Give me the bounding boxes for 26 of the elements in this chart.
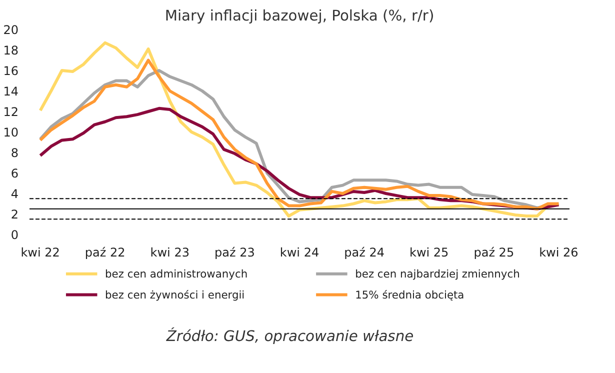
- x-tick-label: paź 24: [344, 246, 384, 260]
- legend-label: 15% średnia obcięta: [355, 288, 464, 302]
- y-tick-label: 6: [10, 166, 19, 180]
- legend-label: bez cen żywności i energii: [105, 288, 245, 302]
- x-tick-label: kwi 24: [280, 246, 320, 260]
- chart-title: Miary inflacji bazowej, Polska (%, r/r): [164, 8, 434, 24]
- x-tick-label: paź 22: [84, 246, 126, 260]
- legend-label: bez cen administrowanych: [105, 267, 248, 280]
- x-tick-label: kwi 22: [20, 246, 60, 260]
- y-tick-label: 14: [3, 84, 19, 98]
- y-tick-label: 10: [3, 126, 19, 140]
- x-tick-label: kwi 26: [539, 246, 578, 260]
- y-tick-label: 2: [10, 208, 19, 222]
- x-tick-label: paź 25: [474, 246, 514, 260]
- y-tick-label: 0: [10, 228, 19, 242]
- text: Źródło: GUS, opracowanie własne: [165, 327, 414, 346]
- y-tick-label: 4: [10, 187, 19, 201]
- y-tick-label: 8: [10, 146, 19, 160]
- legend-label: bez cen najbardziej zmiennych: [355, 267, 520, 280]
- x-tick-label: kwi 23: [150, 246, 190, 260]
- x-tick-label: kwi 25: [410, 246, 449, 260]
- y-tick-label: 12: [3, 105, 19, 119]
- y-tick-label: 18: [3, 44, 19, 58]
- y-tick-label: 20: [3, 23, 19, 37]
- x-tick-label: paź 23: [214, 246, 255, 260]
- y-tick-label: 16: [3, 64, 19, 78]
